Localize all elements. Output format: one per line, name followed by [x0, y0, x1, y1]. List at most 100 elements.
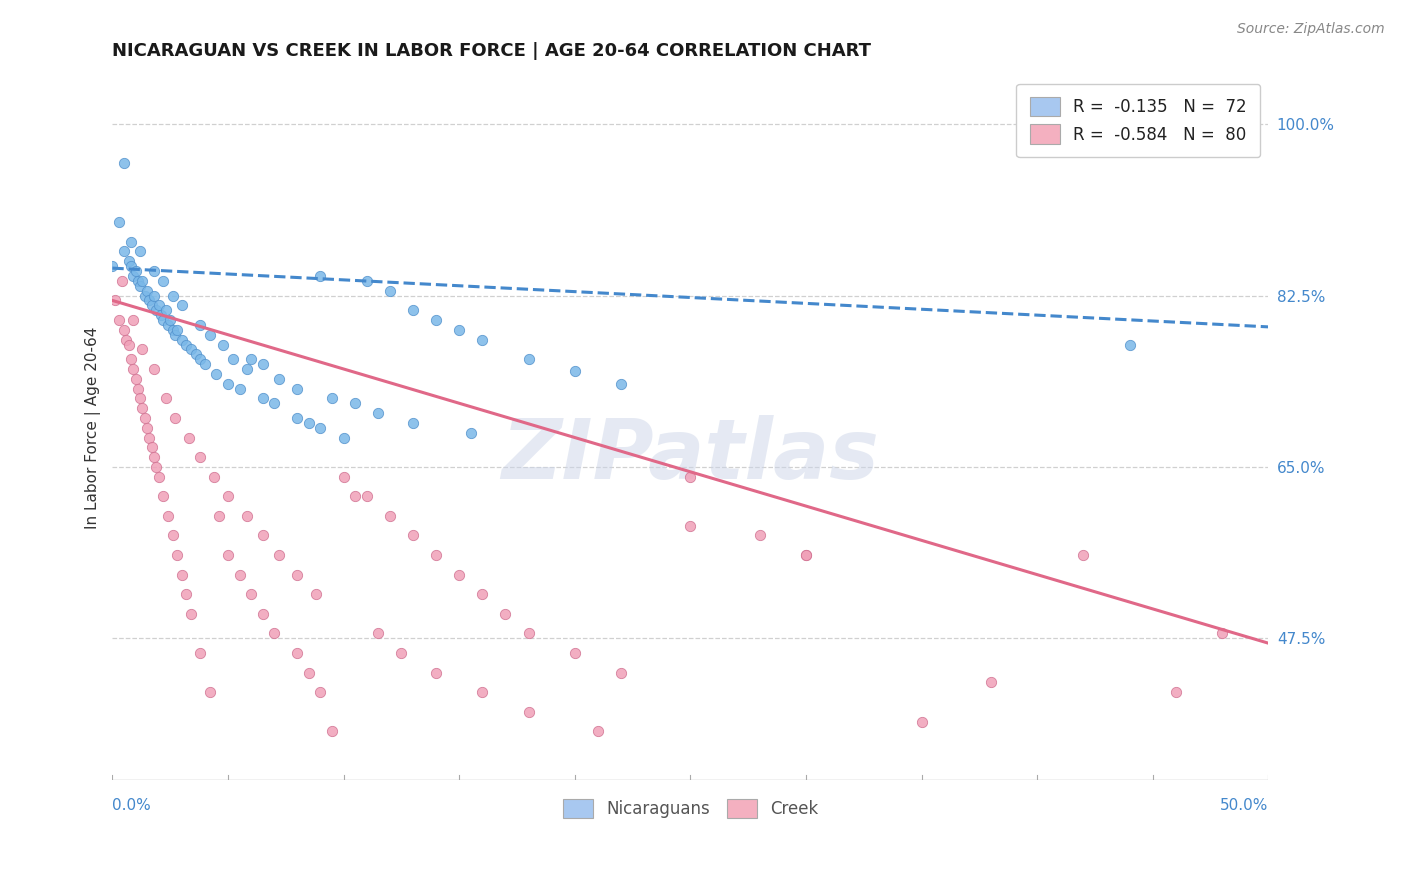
Point — [112, 244, 135, 259]
Point — [162, 288, 184, 302]
Point — [198, 327, 221, 342]
Point — [586, 724, 609, 739]
Point — [188, 450, 211, 464]
Point — [460, 425, 482, 440]
Point — [162, 323, 184, 337]
Point — [163, 411, 186, 425]
Point — [221, 352, 243, 367]
Point — [117, 254, 139, 268]
Point — [517, 352, 540, 367]
Point — [610, 665, 633, 680]
Point — [205, 367, 228, 381]
Point — [143, 450, 166, 464]
Point — [170, 567, 193, 582]
Point — [425, 548, 447, 562]
Point — [367, 626, 389, 640]
Point — [1211, 626, 1233, 640]
Point — [517, 705, 540, 719]
Point — [287, 646, 309, 660]
Point — [134, 288, 156, 302]
Point — [194, 357, 217, 371]
Point — [159, 313, 181, 327]
Point — [356, 274, 378, 288]
Point — [111, 274, 134, 288]
Point — [129, 244, 152, 259]
Point — [136, 284, 159, 298]
Point — [321, 724, 343, 739]
Point — [141, 441, 163, 455]
Point — [166, 323, 188, 337]
Point — [176, 337, 198, 351]
Point — [367, 406, 389, 420]
Point — [240, 352, 263, 367]
Point — [217, 548, 239, 562]
Point — [471, 587, 494, 601]
Point — [287, 411, 309, 425]
Point — [212, 337, 235, 351]
Point — [378, 284, 401, 298]
Point — [321, 392, 343, 406]
Point — [228, 382, 250, 396]
Point — [356, 489, 378, 503]
Point — [120, 235, 142, 249]
Point — [152, 274, 174, 288]
Point — [309, 685, 332, 699]
Point — [155, 392, 177, 406]
Point — [163, 327, 186, 342]
Point — [564, 364, 586, 378]
Point — [122, 362, 145, 376]
Point — [134, 411, 156, 425]
Point — [148, 298, 170, 312]
Point — [402, 528, 425, 542]
Point — [252, 392, 274, 406]
Point — [402, 416, 425, 430]
Point — [471, 685, 494, 699]
Point — [794, 548, 817, 562]
Point — [391, 646, 413, 660]
Point — [267, 372, 290, 386]
Point — [162, 528, 184, 542]
Point — [143, 362, 166, 376]
Point — [120, 352, 142, 367]
Point — [235, 508, 257, 523]
Point — [127, 274, 149, 288]
Point — [148, 469, 170, 483]
Point — [425, 665, 447, 680]
Point — [298, 416, 321, 430]
Point — [124, 264, 146, 278]
Point — [149, 308, 172, 322]
Point — [217, 376, 239, 391]
Point — [332, 469, 354, 483]
Point — [104, 293, 127, 308]
Point — [235, 362, 257, 376]
Point — [449, 323, 471, 337]
Point — [141, 298, 163, 312]
Point — [378, 508, 401, 523]
Point — [449, 567, 471, 582]
Point — [344, 489, 367, 503]
Point — [252, 357, 274, 371]
Point — [145, 303, 167, 318]
Point — [170, 298, 193, 312]
Point — [344, 396, 367, 410]
Point — [263, 396, 285, 410]
Point — [217, 489, 239, 503]
Point — [910, 714, 932, 729]
Point — [156, 318, 179, 332]
Y-axis label: In Labor Force | Age 20-64: In Labor Force | Age 20-64 — [86, 326, 101, 529]
Point — [305, 587, 328, 601]
Point — [748, 528, 770, 542]
Point — [108, 215, 131, 229]
Point — [252, 528, 274, 542]
Point — [170, 333, 193, 347]
Point — [267, 548, 290, 562]
Point — [188, 318, 211, 332]
Point — [1164, 685, 1187, 699]
Point — [129, 392, 152, 406]
Point — [122, 313, 145, 327]
Point — [1073, 548, 1095, 562]
Text: ZIPatlas: ZIPatlas — [502, 416, 879, 497]
Point — [180, 607, 202, 621]
Point — [112, 156, 135, 170]
Point — [152, 489, 174, 503]
